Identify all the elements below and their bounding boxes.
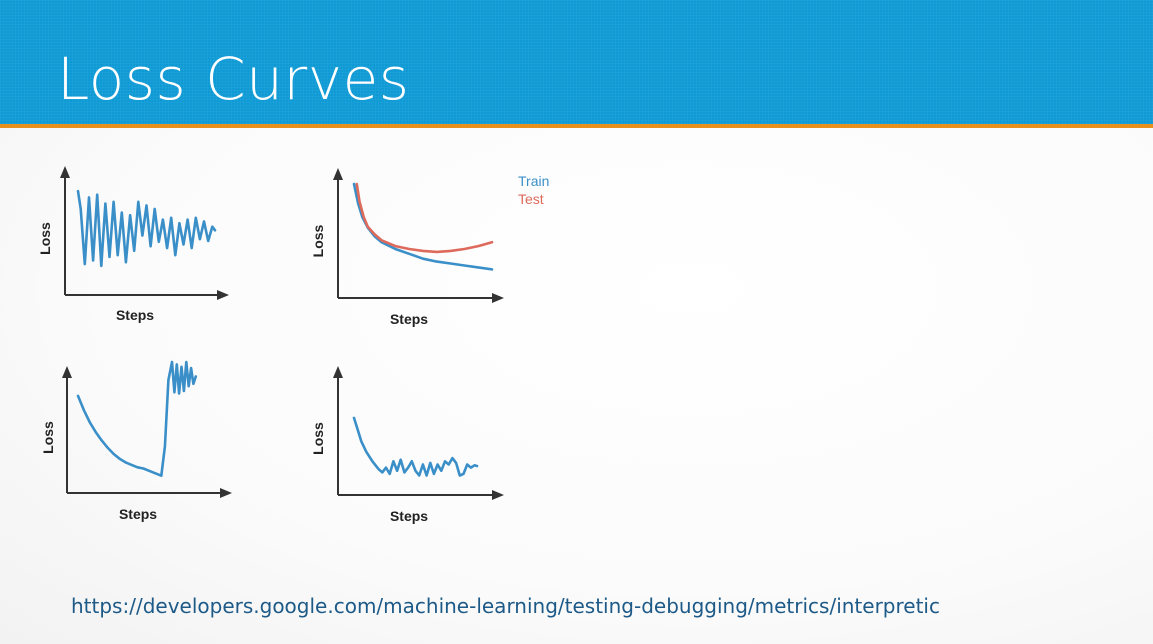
y-axis-label: Loss <box>37 222 53 255</box>
series-line <box>76 360 198 477</box>
y-axis-arrow <box>333 366 343 378</box>
title-bar: Loss Curves <box>0 0 1153 124</box>
x-axis-arrow <box>220 488 232 498</box>
series-line-test <box>355 182 494 254</box>
y-axis-arrow <box>333 168 343 180</box>
y-axis-label: Loss <box>310 224 326 257</box>
x-axis-label: Steps <box>390 508 428 524</box>
chart-2: Steps Loss Train Test <box>310 168 549 327</box>
chart-4: Steps Loss <box>310 366 504 524</box>
series-line <box>352 416 479 477</box>
y-axis-label: Loss <box>310 422 326 455</box>
chart-1: Steps Loss <box>37 166 229 323</box>
y-axis-arrow <box>60 166 70 178</box>
chart-3: Steps Loss <box>40 360 232 522</box>
legend-entry-test: Test <box>518 191 544 207</box>
series-line-train <box>352 182 494 271</box>
x-axis-arrow <box>492 293 504 303</box>
slide-title: Loss Curves <box>57 45 410 113</box>
y-axis-label: Loss <box>40 421 56 454</box>
x-axis-arrow <box>492 490 504 500</box>
legend-entry-train: Train <box>518 173 549 189</box>
x-axis-arrow <box>217 290 229 300</box>
x-axis-label: Steps <box>116 307 154 323</box>
x-axis-label: Steps <box>390 311 428 327</box>
series-line <box>76 189 217 268</box>
y-axis-arrow <box>62 366 72 378</box>
source-link[interactable]: https://developers.google.com/machine-le… <box>71 594 940 618</box>
header-accent-rule <box>0 124 1153 128</box>
x-axis-label: Steps <box>119 506 157 522</box>
